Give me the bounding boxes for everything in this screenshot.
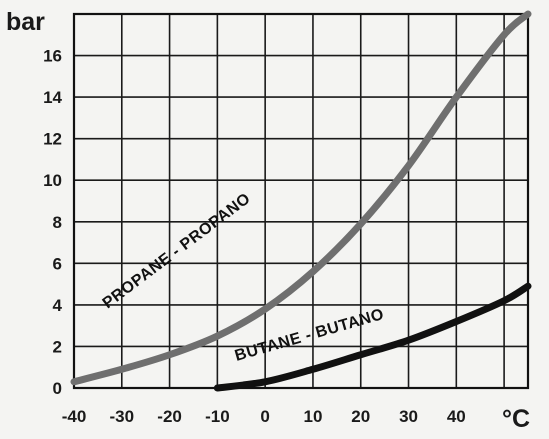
grid bbox=[72, 12, 530, 390]
y-tick-label: 8 bbox=[53, 213, 62, 232]
x-tick-label: -40 bbox=[62, 407, 87, 426]
y-axis-label: bar bbox=[6, 8, 45, 36]
y-tick-label: 14 bbox=[43, 88, 62, 107]
x-tick-label: -20 bbox=[157, 407, 182, 426]
y-tick-label: 16 bbox=[43, 47, 62, 66]
x-tick-label: 0 bbox=[260, 407, 269, 426]
x-axis-label: °C bbox=[502, 405, 530, 433]
curves bbox=[70, 10, 532, 392]
x-tick-label: 10 bbox=[303, 407, 322, 426]
y-tick-label: 10 bbox=[43, 171, 62, 190]
x-axis-ticks: -40 -30 -20 -10 0 10 20 30 40 bbox=[62, 407, 466, 426]
series-line-butane bbox=[213, 282, 532, 392]
x-tick-label: -30 bbox=[110, 407, 135, 426]
y-tick-label: 2 bbox=[53, 337, 62, 356]
y-tick-label: 6 bbox=[53, 254, 62, 273]
y-tick-label: 0 bbox=[53, 379, 62, 398]
x-tick-label: 30 bbox=[399, 407, 418, 426]
y-axis-ticks: 0 2 4 6 8 10 12 14 16 bbox=[43, 47, 62, 398]
plot-frame bbox=[72, 12, 530, 390]
x-tick-label: 40 bbox=[447, 407, 466, 426]
y-tick-label: 4 bbox=[53, 296, 63, 315]
y-tick-label: 12 bbox=[43, 130, 62, 149]
x-tick-label: -10 bbox=[205, 407, 230, 426]
x-tick-label: 20 bbox=[351, 407, 370, 426]
series-line-propane bbox=[70, 10, 532, 386]
